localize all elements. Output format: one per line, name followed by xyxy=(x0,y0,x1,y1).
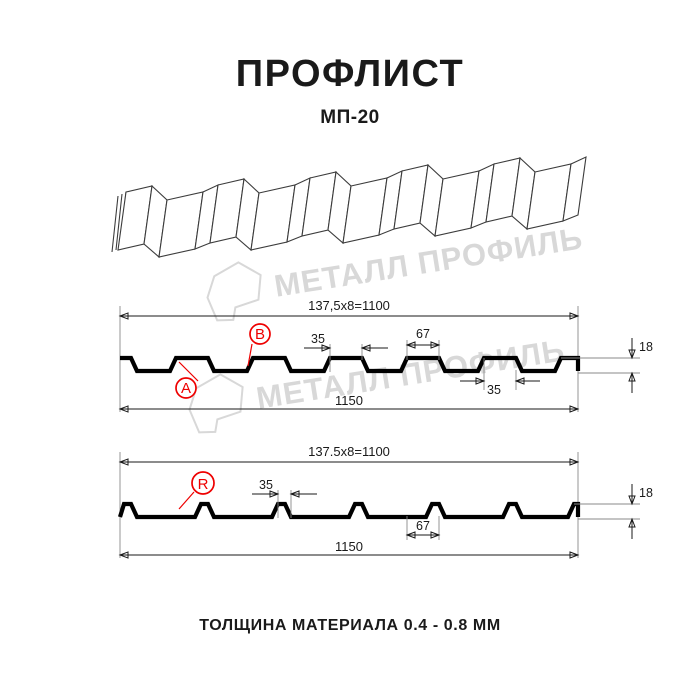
watermark-text: МЕТАЛЛ ПРОФИЛЬ xyxy=(272,220,585,303)
isometric-profile-sheet xyxy=(111,156,587,259)
dimension-upper-step-label: 35 xyxy=(259,478,273,492)
model-subtitle: МП-20 xyxy=(320,107,380,128)
dimension-bottom-label: 1150 xyxy=(335,393,363,408)
section-two: 137.5x8=1100 1150 35 xyxy=(117,444,653,559)
dimension-lower-35-section-one: 35 xyxy=(460,358,540,397)
dimension-top-label: 137.5x8=1100 xyxy=(308,444,390,459)
dimension-35-section-two: 35 xyxy=(252,478,317,518)
dimension-top-section-one: 137,5x8=1100 xyxy=(118,298,580,320)
profile-outline-section-two xyxy=(117,501,581,520)
callout-b: B xyxy=(247,323,271,367)
dimension-height-label: 18 xyxy=(639,340,653,354)
section-one: 137,5x8=1100 1150 35 xyxy=(118,298,653,413)
dimension-upper-35-section-one: 35 xyxy=(304,332,388,372)
title-block: ПРОФЛИСТ МП-20 xyxy=(0,52,700,129)
callout-r: R xyxy=(178,471,215,510)
dimension-height-label: 18 xyxy=(639,486,653,500)
callout-b-label: B xyxy=(255,326,265,343)
dimension-67-section-one: 67 xyxy=(405,327,441,360)
dimension-flat-width-label: 67 xyxy=(416,519,430,533)
dimension-height-section-two: 18 xyxy=(574,484,653,539)
callout-a-label: A xyxy=(181,380,191,397)
material-thickness-note: ТОЛЩИНА МАТЕРИАЛА 0.4 - 0.8 ММ xyxy=(199,617,501,634)
dimension-bottom-section-two: 1150 xyxy=(118,539,580,559)
dimension-lower-step-label: 35 xyxy=(487,383,501,397)
callout-r-label: R xyxy=(198,476,209,493)
dimension-bottom-section-one: 1150 xyxy=(118,393,580,413)
dimension-height-section-one: 18 xyxy=(561,338,653,393)
dimension-upper-step-label: 35 xyxy=(311,332,325,346)
dimension-top-section-two: 137.5x8=1100 xyxy=(118,444,580,466)
callout-a: A xyxy=(175,361,199,399)
dimension-bottom-label: 1150 xyxy=(335,539,363,554)
dimension-67-section-two: 67 xyxy=(405,516,441,540)
dimension-top-label: 137,5x8=1100 xyxy=(308,298,390,313)
page-title: ПРОФЛИСТ xyxy=(235,53,465,95)
dimension-flat-width-label: 67 xyxy=(416,327,430,341)
watermark-lower: МЕТАЛЛ ПРОФИЛЬ xyxy=(188,332,567,434)
